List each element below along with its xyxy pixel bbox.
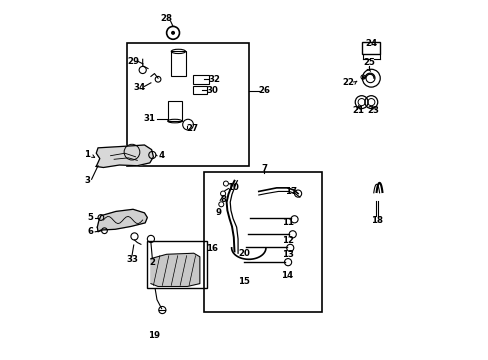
Text: 17: 17: [285, 187, 296, 196]
Text: 27: 27: [186, 124, 198, 133]
Text: 6: 6: [87, 227, 93, 236]
Polygon shape: [151, 253, 200, 287]
Text: 8: 8: [220, 195, 225, 204]
Text: 16: 16: [205, 244, 217, 253]
Text: 31: 31: [143, 114, 156, 123]
Text: 32: 32: [208, 75, 220, 84]
Polygon shape: [96, 145, 153, 167]
Text: 3: 3: [84, 176, 90, 185]
Text: 11: 11: [282, 219, 293, 228]
Text: 21: 21: [351, 106, 364, 115]
Text: 4: 4: [158, 151, 164, 160]
Bar: [167, 102, 182, 121]
Text: 10: 10: [226, 183, 239, 192]
Text: 30: 30: [206, 86, 218, 95]
Bar: [171, 51, 185, 76]
Text: 12: 12: [282, 235, 293, 244]
Text: 24: 24: [365, 39, 377, 48]
Text: 23: 23: [367, 106, 379, 115]
Bar: [204, 172, 321, 312]
Text: 2: 2: [149, 258, 155, 267]
Bar: [147, 241, 207, 288]
Bar: [127, 43, 248, 166]
Text: 29: 29: [127, 57, 139, 66]
Text: 18: 18: [370, 216, 382, 225]
Text: 9: 9: [215, 208, 222, 217]
Polygon shape: [97, 209, 147, 232]
Text: 28: 28: [160, 14, 172, 23]
Circle shape: [171, 31, 174, 34]
Bar: [362, 42, 380, 54]
Text: 15: 15: [237, 277, 249, 286]
Text: 1: 1: [83, 150, 89, 159]
Text: 20: 20: [238, 249, 250, 258]
Text: 33: 33: [126, 255, 138, 264]
Text: 5: 5: [87, 213, 93, 222]
Bar: [192, 86, 206, 94]
Text: 22: 22: [342, 78, 353, 87]
Text: 7: 7: [261, 164, 266, 173]
Text: 25: 25: [362, 58, 374, 67]
Text: 13: 13: [282, 250, 293, 259]
Bar: [192, 75, 208, 84]
Text: 34: 34: [133, 83, 145, 92]
Text: 19: 19: [148, 331, 160, 340]
Text: 26: 26: [258, 86, 269, 95]
Text: 14: 14: [280, 271, 292, 280]
